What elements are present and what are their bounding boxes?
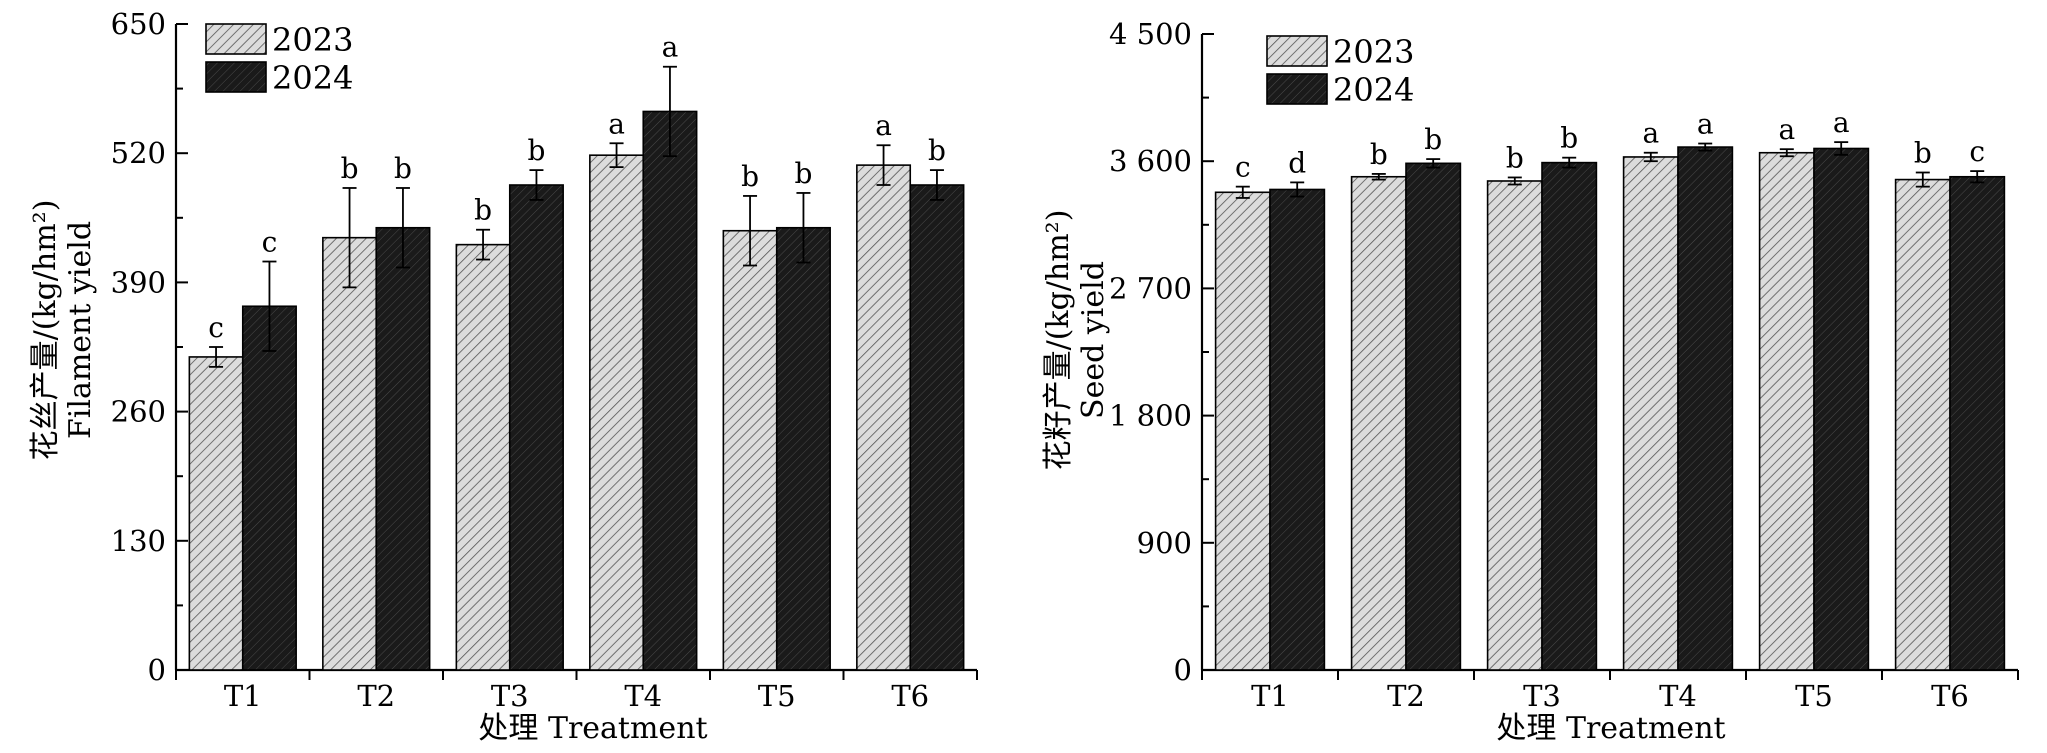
significance-letter: a (1778, 113, 1795, 146)
significance-letter: c (1969, 135, 1985, 168)
significance-letter: b (1560, 122, 1578, 155)
bar-2024-T4 (1677, 146, 1734, 671)
legend-label-2024: 2024 (1333, 71, 1414, 109)
bar-2024-T2 (375, 226, 431, 671)
significance-letter: b (474, 194, 492, 227)
y-tick-label: 0 (148, 653, 166, 687)
legend-label-2024: 2024 (272, 59, 353, 97)
significance-letter: d (1288, 146, 1306, 179)
significance-letter: b (1370, 138, 1388, 171)
significance-letter: b (341, 152, 359, 185)
y-axis-title-cn: 花丝产量/(kg/hm²) (28, 200, 63, 461)
bar-2023-T1 (188, 356, 244, 671)
bar-2023-T6 (1894, 178, 1951, 671)
legend-swatch-2023 (1266, 35, 1328, 67)
significance-letter: a (1833, 106, 1850, 139)
bar-2023-T2 (1350, 175, 1407, 671)
x-tick-label: T4 (1659, 679, 1697, 713)
significance-letter: a (662, 31, 679, 64)
bar-2024-T3 (1541, 161, 1598, 671)
bar-2023-T5 (722, 229, 778, 671)
significance-letter: a (1642, 117, 1659, 150)
y-tick-label: 4 500 (1109, 17, 1192, 51)
x-tick-label: T1 (224, 679, 262, 713)
significance-letter: b (928, 134, 946, 167)
y-tick-label: 900 (1137, 526, 1192, 560)
significance-letter: a (608, 107, 625, 140)
significance-letter: c (208, 311, 224, 344)
bar-2023-T2 (322, 236, 378, 671)
bar-2023-T5 (1758, 151, 1815, 671)
x-tick-label: T1 (1251, 679, 1289, 713)
y-tick-label: 520 (111, 136, 166, 170)
x-tick-label: T3 (491, 679, 529, 713)
x-tick-label: T2 (357, 679, 395, 713)
legend-label-2023: 2023 (272, 21, 353, 59)
bar-2024-T6 (1949, 175, 2006, 671)
bar-2024-T1 (1269, 188, 1326, 671)
bar-2023-T4 (589, 154, 645, 671)
bar-2023-T3 (1486, 180, 1543, 671)
x-tick-label: T6 (891, 679, 929, 713)
legend-label-2023: 2023 (1333, 33, 1414, 71)
chart-filament-yield: 0 130 260 390 520 650 c c T1 b b T2 b b T3 a a T4 b b T5 a b T6… (28, 7, 978, 746)
bar-2024-T4 (642, 110, 698, 671)
y-tick-label: 130 (111, 524, 166, 558)
y-tick-label: 390 (111, 265, 166, 299)
significance-letter: b (527, 134, 545, 167)
significance-letter: b (1914, 137, 1932, 170)
bar-2024-T5 (775, 226, 831, 671)
significance-letter: a (875, 109, 892, 142)
y-tick-label: 3 600 (1109, 144, 1192, 178)
significance-letter: a (1697, 108, 1714, 141)
x-tick-label: T6 (1931, 679, 1969, 713)
significance-letter: b (1424, 123, 1442, 156)
bar-2023-T1 (1214, 191, 1271, 671)
bar-2024-T3 (508, 184, 564, 671)
y-tick-label: 650 (111, 7, 166, 41)
y-tick-label: 0 (1174, 653, 1192, 687)
bar-2023-T6 (856, 164, 912, 671)
significance-letter: b (741, 160, 759, 193)
y-axis-title-en: Seed yield (1076, 261, 1111, 419)
x-tick-label: T5 (1795, 679, 1833, 713)
x-tick-label: T3 (1523, 679, 1561, 713)
significance-letter: b (794, 157, 812, 190)
legend-swatch-2024 (205, 61, 267, 93)
legend-swatch-2023 (205, 23, 267, 55)
chart-seed-yield: 0 900 1 800 2 700 3 600 4 500 c d T1 b b T2 b b T3 a a T4… (1041, 17, 2019, 746)
x-axis-title: 处理 Treatment (1496, 711, 1725, 746)
x-tick-label: T2 (1387, 679, 1425, 713)
significance-letter: b (394, 152, 412, 185)
significance-letter: c (1235, 151, 1251, 184)
x-tick-label: T5 (758, 679, 796, 713)
legend-swatch-2024 (1266, 73, 1328, 105)
bar-2023-T4 (1622, 156, 1679, 671)
bar-2024-T5 (1813, 147, 1870, 671)
y-tick-label: 2 700 (1109, 271, 1192, 305)
x-tick-label: T4 (624, 679, 662, 713)
y-tick-label: 1 800 (1109, 399, 1192, 433)
bar-2023-T3 (455, 243, 511, 671)
significance-letter: b (1506, 141, 1524, 174)
y-axis-title-en: Filament yield (63, 221, 98, 439)
x-axis-title: 处理 Treatment (478, 711, 707, 746)
bar-2024-T2 (1405, 162, 1462, 671)
bar-2024-T6 (909, 184, 965, 671)
bar-2024-T1 (241, 305, 297, 671)
significance-letter: c (262, 226, 278, 259)
y-axis-title-cn: 花籽产量/(kg/hm²) (1041, 210, 1076, 471)
y-tick-label: 260 (111, 395, 166, 429)
